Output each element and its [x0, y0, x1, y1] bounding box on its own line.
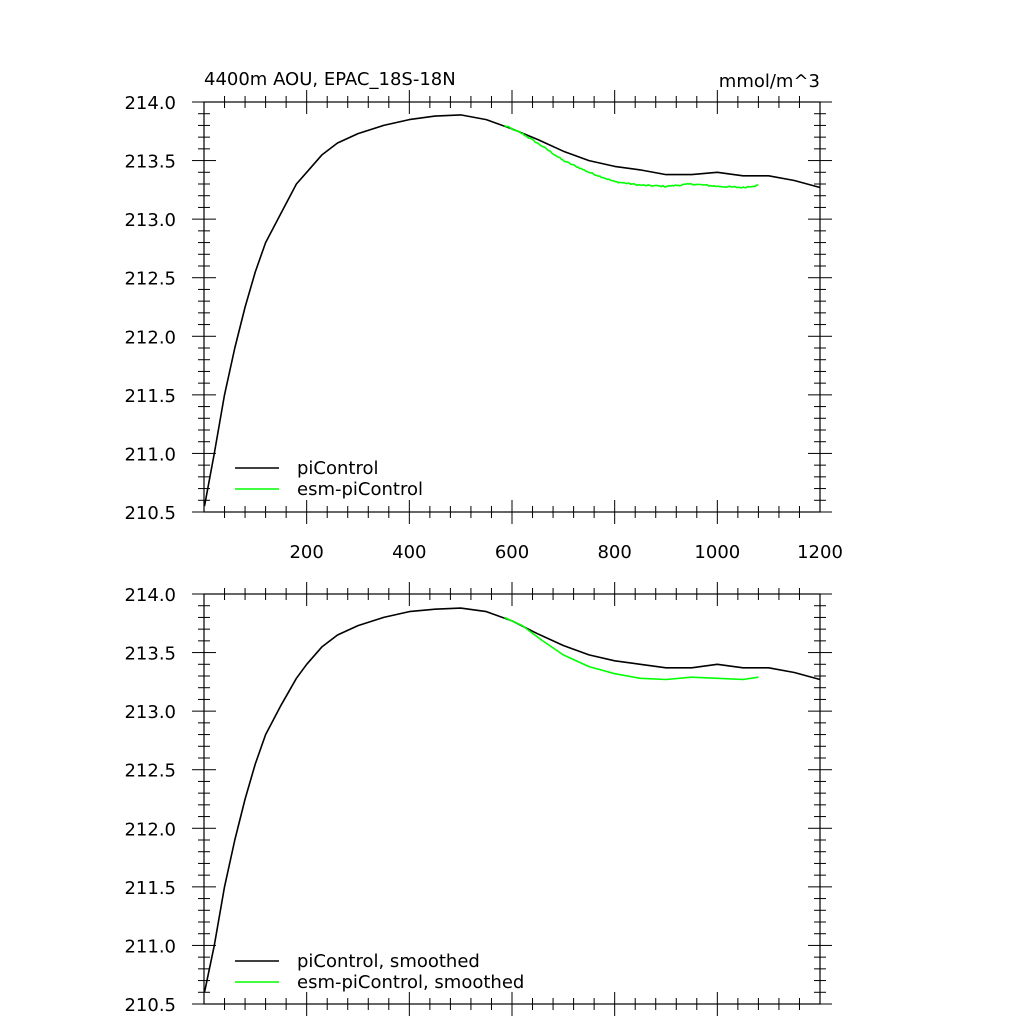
y-tick-label: 212.5	[124, 761, 176, 782]
legend-label: piControl, smoothed	[297, 951, 480, 972]
plot-frame	[203, 101, 821, 513]
x-tick-label: 200	[289, 542, 323, 563]
x-tick-label: 1200	[797, 542, 843, 563]
units-label: mmol/m^3	[719, 71, 820, 92]
series-line-esm-picontrol	[503, 124, 759, 189]
y-tick-label: 212.5	[124, 269, 176, 290]
x-tick-label: 400	[392, 542, 426, 563]
y-tick-label: 211.0	[124, 936, 176, 957]
y-tick-label: 211.5	[124, 878, 176, 899]
legend-label: esm-piControl, smoothed	[297, 972, 524, 993]
x-tick-label: 1000	[694, 542, 740, 563]
y-tick-label: 210.5	[124, 503, 176, 524]
y-tick-label: 214.0	[124, 93, 176, 114]
y-tick-label: 210.5	[124, 995, 176, 1016]
y-tick-label: 213.5	[124, 152, 176, 173]
y-tick-label: 213.5	[124, 644, 176, 665]
legend-label: esm-piControl	[297, 479, 423, 500]
legend-label: piControl	[297, 458, 379, 479]
y-tick-label: 213.0	[124, 702, 176, 723]
smoothed-timeseries-panel: 210.5 211.0 211.5 212.0 212.5 213.0 213.5 214.0…	[124, 582, 832, 1016]
series-line-picontrol-smoothed	[203, 607, 821, 993]
series-line-esm-picontrol-smoothed	[503, 616, 759, 681]
y-tick-label: 211.0	[124, 444, 176, 465]
y-tick-label: 214.0	[124, 585, 176, 606]
chart-title: 4400m AOU, EPAC_18S-18N	[204, 69, 456, 90]
y-tick-label: 212.0	[124, 819, 176, 840]
x-tick-label: 600	[495, 542, 529, 563]
plot-frame	[203, 593, 821, 1005]
raw-timeseries-panel: 210.5 211.0 211.5 212.0 212.5 213.0 213.5 214.0…	[124, 90, 843, 563]
y-tick-label: 211.5	[124, 386, 176, 407]
series-line-picontrol	[203, 114, 821, 507]
y-tick-label: 213.0	[124, 210, 176, 231]
y-tick-label: 212.0	[124, 327, 176, 348]
x-tick-label: 800	[597, 542, 631, 563]
